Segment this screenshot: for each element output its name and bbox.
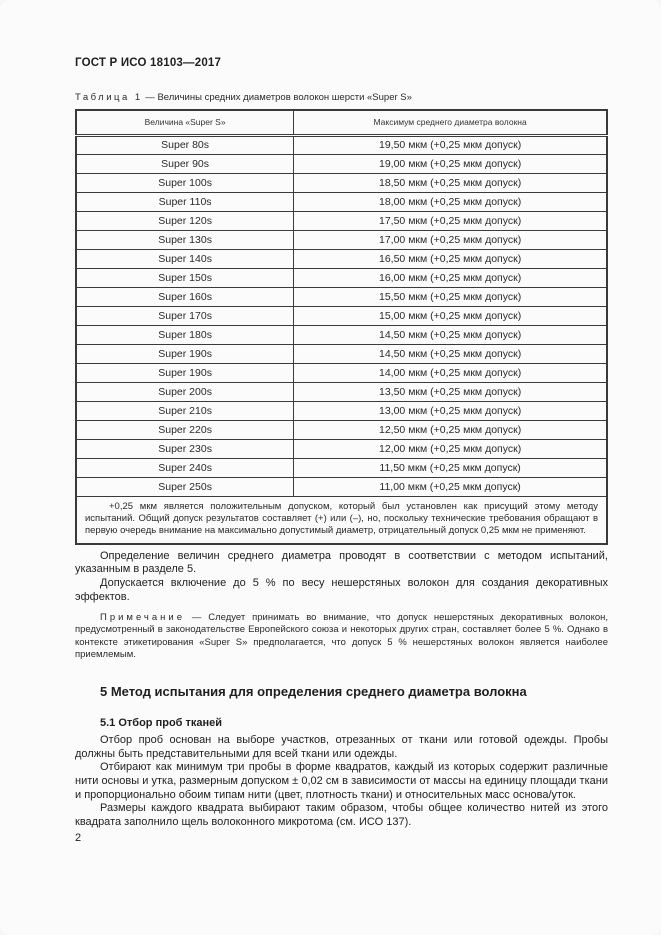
paragraph: Отбор проб основан на выборе участков, о… [75,734,608,760]
table-footnote-row: +0,25 мкм является положительным допуско… [75,495,608,545]
grade-cell: Super 220s [75,419,295,440]
grade-cell: Super 210s [75,400,295,421]
diameter-cell: 15,00 мкм (+0,25 мкм допуск) [293,305,608,326]
grade-cell: Super 200s [75,381,295,402]
grade-cell: Super 120s [75,210,295,231]
grade-cell: Super 110s [75,191,295,212]
grade-cell: Super 230s [75,438,295,459]
table-row: Super 210s 13,00 мкм (+0,25 мкм допуск) [75,400,608,421]
grade-cell: Super 130s [75,229,295,250]
table-row: Super 80s 19,50 мкм (+0,25 мкм допуск) [75,134,608,155]
table-row: Super 240s 11,50 мкм (+0,25 мкм допуск) [75,457,608,478]
table-row: Super 110s 18,00 мкм (+0,25 мкм допуск) [75,191,608,212]
diameter-cell: 16,00 мкм (+0,25 мкм допуск) [293,267,608,288]
diameter-cell: 15,50 мкм (+0,25 мкм допуск) [293,286,608,307]
fiber-diameter-table: Величина «Super S» Максимум среднего диа… [75,109,608,545]
column-header-grade: Величина «Super S» [75,109,295,137]
grade-cell: Super 90s [75,153,295,174]
table-caption-text: — Величины средних диаметров волокон шер… [142,92,412,103]
grade-cell: Super 80s [75,134,295,155]
paragraph: Размеры каждого квадрата выбирают таким … [75,802,608,828]
grade-cell: Super 160s [75,286,295,307]
table-caption: Таблица 1 — Величины средних диаметров в… [75,92,608,103]
table-row: Super 190s 14,50 мкм (+0,25 мкм допуск) [75,343,608,364]
table-caption-label: Таблица 1 [75,92,143,103]
table-row: Super 150s 16,00 мкм (+0,25 мкм допуск) [75,267,608,288]
table-row: Super 130s 17,00 мкм (+0,25 мкм допуск) [75,229,608,250]
table-row: Super 160s 15,50 мкм (+0,25 мкм допуск) [75,286,608,307]
diameter-cell: 11,50 мкм (+0,25 мкм допуск) [293,457,608,478]
diameter-cell: 18,50 мкм (+0,25 мкм допуск) [293,172,608,193]
diameter-cell: 12,00 мкм (+0,25 мкм допуск) [293,438,608,459]
table-footer: +0,25 мкм является положительным допуско… [75,495,608,545]
table-body: Super 80s 19,50 мкм (+0,25 мкм допуск) Sup… [75,134,608,497]
grade-cell: Super 150s [75,267,295,288]
table-footnote: +0,25 мкм является положительным допуско… [75,495,608,545]
table-row: Super 100s 18,50 мкм (+0,25 мкм допуск) [75,172,608,193]
table-row: Super 200s 13,50 мкм (+0,25 мкм допуск) [75,381,608,402]
column-header-diameter: Максимум среднего диаметра волокна [293,109,608,137]
document-title: ГОСТ Р ИСО 18103—2017 [75,57,222,69]
diameter-cell: 12,50 мкм (+0,25 мкм допуск) [293,419,608,440]
note-paragraph: Примечание — Следует принимать во вниман… [75,612,608,661]
table-row: Super 250s 11,00 мкм (+0,25 мкм допуск) [75,476,608,497]
diameter-cell: 14,00 мкм (+0,25 мкм допуск) [293,362,608,383]
note-text: — Следует принимать во внимание, что доп… [75,612,609,660]
table-header: Величина «Super S» Максимум среднего диа… [75,109,608,137]
section-5-1-heading: 5.1 Отбор проб тканей [100,717,223,730]
body-text: Определение величин среднего диаметра пр… [75,550,608,845]
grade-cell: Super 240s [75,457,295,478]
diameter-cell: 13,50 мкм (+0,25 мкм допуск) [293,381,608,402]
grade-cell: Super 140s [75,248,295,269]
table-row: Super 230s 12,00 мкм (+0,25 мкм допуск) [75,438,608,459]
diameter-cell: 17,50 мкм (+0,25 мкм допуск) [293,210,608,231]
diameter-cell: 14,50 мкм (+0,25 мкм допуск) [293,343,608,364]
grade-cell: Super 250s [75,476,295,497]
paragraph: Определение величин среднего диаметра пр… [75,549,608,576]
grade-cell: Super 190s [75,343,295,364]
grade-cell: Super 170s [75,305,295,326]
diameter-cell: 11,00 мкм (+0,25 мкм допуск) [293,476,608,497]
paragraph: Допускается включение до 5 % по весу неш… [75,576,608,603]
paragraph: Отбирают как минимум три пробы в форме к… [75,761,608,801]
diameter-cell: 19,00 мкм (+0,25 мкм допуск) [293,153,608,174]
diameter-cell: 17,00 мкм (+0,25 мкм допуск) [293,229,608,250]
table-row: Super 180s 14,50 мкм (+0,25 мкм допуск) [75,324,608,345]
table-row: Super 190s 14,00 мкм (+0,25 мкм допуск) [75,362,608,383]
page-number: 2 [75,832,82,845]
table-row: Super 90s 19,00 мкм (+0,25 мкм допуск) [75,153,608,174]
grade-cell: Super 100s [75,172,295,193]
table-row: Super 140s 16,50 мкм (+0,25 мкм допуск) [75,248,608,269]
table-header-row: Величина «Super S» Максимум среднего диа… [75,109,608,137]
diameter-cell: 16,50 мкм (+0,25 мкм допуск) [293,248,608,269]
table-row: Super 170s 15,00 мкм (+0,25 мкм допуск) [75,305,608,326]
grade-cell: Super 180s [75,324,295,345]
diameter-cell: 13,00 мкм (+0,25 мкм допуск) [293,400,608,421]
diameter-cell: 18,00 мкм (+0,25 мкм допуск) [293,191,608,212]
section-5-heading: 5 Метод испытания для определения средне… [100,684,527,700]
note-label: Примечание [100,612,185,624]
diameter-cell: 19,50 мкм (+0,25 мкм допуск) [293,134,608,155]
table-row: Super 120s 17,50 мкм (+0,25 мкм допуск) [75,210,608,231]
grade-cell: Super 190s [75,362,295,383]
table-row: Super 220s 12,50 мкм (+0,25 мкм допуск) [75,419,608,440]
diameter-cell: 14,50 мкм (+0,25 мкм допуск) [293,324,608,345]
